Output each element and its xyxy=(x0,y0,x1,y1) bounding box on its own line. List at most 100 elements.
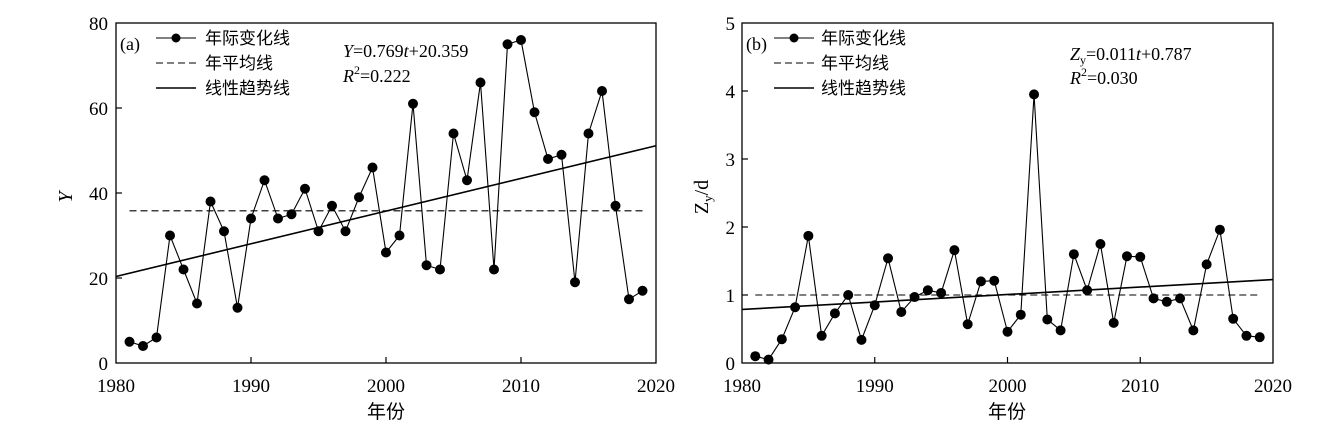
y-tick-label: 2 xyxy=(726,218,736,239)
data-point xyxy=(205,196,216,207)
y-tick-label: 20 xyxy=(89,269,108,290)
eq-intercept: +20.359 xyxy=(409,41,469,61)
panel-a: (a) 年份 Y 年际变化线 年平均线 线性趋势线 Y=0.769t+20.35… xyxy=(55,14,675,423)
y-tick-label: 40 xyxy=(89,184,108,205)
legend-series-label: 年际变化线 xyxy=(821,29,906,49)
y-tick-label: 1 xyxy=(726,286,736,307)
data-point xyxy=(1161,296,1172,307)
data-point xyxy=(273,213,283,224)
data-point xyxy=(300,183,310,194)
data-point xyxy=(936,287,947,298)
data-point xyxy=(750,351,761,362)
data-point xyxy=(381,247,391,258)
data-point xyxy=(1228,313,1239,324)
data-point xyxy=(421,260,432,271)
y-title-main: Z xyxy=(691,202,713,214)
data-point xyxy=(340,226,351,237)
panel-a-equation: Y=0.769t+20.359 xyxy=(343,41,468,61)
eq-coef: =0.011 xyxy=(1086,44,1136,64)
data-point xyxy=(408,98,418,109)
data-point xyxy=(570,277,580,288)
data-point xyxy=(776,334,787,345)
data-point xyxy=(1015,309,1026,320)
data-point xyxy=(1175,293,1186,304)
data-point xyxy=(556,149,567,160)
data-point xyxy=(543,154,553,164)
data-point xyxy=(896,307,907,317)
data-point xyxy=(1188,325,1199,336)
data-point xyxy=(286,209,297,220)
eq-var: t xyxy=(404,41,410,61)
data-point xyxy=(151,332,162,343)
data-point xyxy=(843,290,854,300)
data-point xyxy=(869,300,880,311)
data-point xyxy=(448,128,459,139)
panel-b-y-title: Zy/d xyxy=(691,180,715,214)
data-point xyxy=(124,336,135,347)
data-point xyxy=(583,128,594,139)
data-point xyxy=(624,294,634,305)
x-tick-label: 1990 xyxy=(232,376,270,397)
panel-a-label: (a) xyxy=(120,34,140,55)
data-point xyxy=(856,334,867,345)
data-point xyxy=(816,330,827,341)
data-point xyxy=(138,341,148,351)
panel-a-legend: 年际变化线 年平均线 线性趋势线 xyxy=(156,29,290,99)
r2-val: =0.222 xyxy=(360,66,411,86)
data-point xyxy=(354,192,364,203)
data-point xyxy=(219,226,229,237)
data-point xyxy=(962,319,973,330)
x-tick-label: 2010 xyxy=(1121,376,1159,397)
data-point xyxy=(610,200,621,211)
legend-trend-label: 线性趋势线 xyxy=(205,79,290,99)
panel-b-legend: 年际变化线 年平均线 线性趋势线 xyxy=(774,29,906,99)
x-tick-label: 1990 xyxy=(856,376,894,397)
data-point xyxy=(1095,239,1106,249)
data-point xyxy=(1135,251,1146,262)
data-point xyxy=(367,162,378,173)
r2-sup: 2 xyxy=(1081,65,1087,79)
legend-series-label: 年际变化线 xyxy=(205,29,290,49)
panel-b-x-title: 年份 xyxy=(988,401,1026,423)
data-point xyxy=(192,298,202,309)
data-point xyxy=(790,302,801,313)
data-point xyxy=(1029,89,1040,100)
x-tick-label: 1980 xyxy=(723,376,761,397)
panel-a-r2: R2=0.222 xyxy=(342,63,411,86)
data-point xyxy=(475,77,486,88)
r2-r: R xyxy=(1069,68,1081,88)
panel-b-frame xyxy=(741,22,1274,364)
r2-sup: 2 xyxy=(354,63,360,77)
r2-r: R xyxy=(342,66,354,86)
data-point xyxy=(1002,326,1013,337)
data-point xyxy=(909,292,920,303)
x-tick-label: 2020 xyxy=(637,376,675,397)
eq-intercept: +0.787 xyxy=(1141,44,1192,64)
data-point xyxy=(883,253,894,264)
data-point xyxy=(989,275,1000,286)
panel-b: (b) 年份 Zy/d 年际变化线 年平均线 线性趋势线 Zy=0.011t+0… xyxy=(691,14,1292,423)
eq-var: t xyxy=(1136,44,1142,64)
data-point xyxy=(502,39,513,50)
panel-b-equation: Zy=0.011t+0.787 xyxy=(1070,44,1192,67)
data-point xyxy=(1201,259,1212,270)
y-tick-label: 60 xyxy=(89,99,108,120)
eq-lhs-sub: y xyxy=(1080,53,1086,67)
eq-coef: =0.769 xyxy=(353,41,404,61)
legend-mean-label: 年平均线 xyxy=(821,54,889,74)
x-tick-label: 1980 xyxy=(97,376,135,397)
y-tick-label: 80 xyxy=(89,14,108,35)
x-tick-label: 2000 xyxy=(989,376,1027,397)
y-tick-label: 5 xyxy=(726,14,736,35)
x-tick-label: 2020 xyxy=(1254,376,1292,397)
data-point xyxy=(1082,285,1093,296)
eq-lhs: Y xyxy=(343,41,355,61)
y-tick-label: 0 xyxy=(726,354,736,375)
data-point xyxy=(597,86,607,96)
y-title-rest: /d xyxy=(691,180,713,196)
x-tick-label: 2010 xyxy=(502,376,540,397)
data-point xyxy=(1241,330,1252,341)
r2-val: =0.030 xyxy=(1087,68,1138,88)
trend-line xyxy=(741,278,1274,311)
data-point xyxy=(949,245,960,256)
